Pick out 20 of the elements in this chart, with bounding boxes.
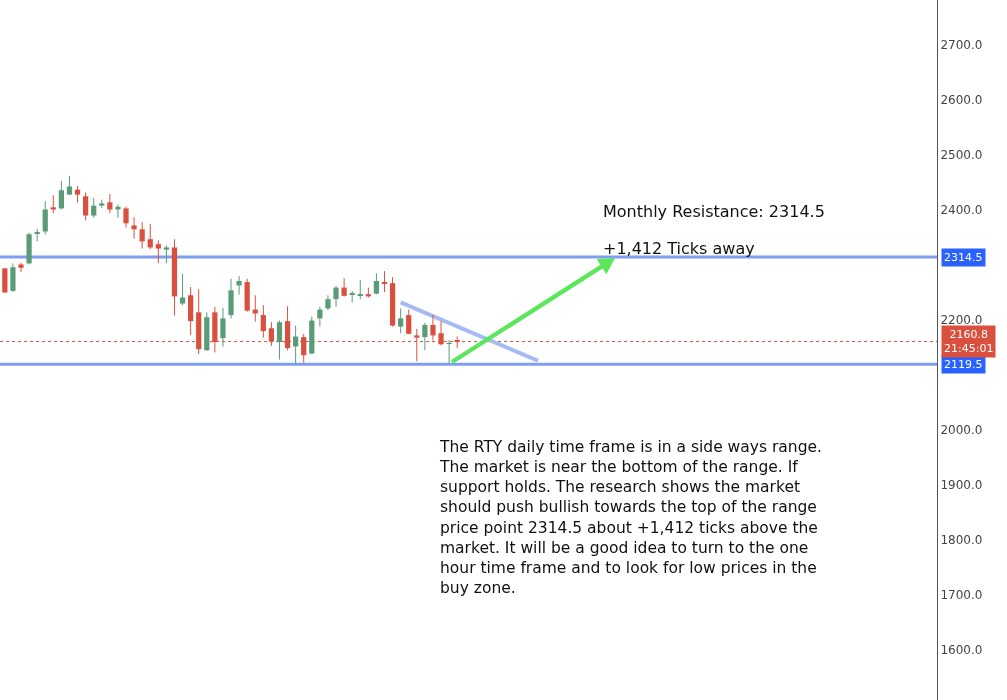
- y-tick-label: 2700.0: [940, 38, 983, 53]
- ref-line-label: 2119.5: [944, 358, 983, 371]
- ref-line-label: 2160.8 21:45:01: [944, 328, 994, 356]
- y-tick-label: 2200.0: [940, 313, 983, 328]
- candlestick: [163, 244, 170, 264]
- y-tick-label: 2400.0: [940, 203, 983, 218]
- candlestick: [99, 199, 105, 209]
- candlestick: [18, 262, 24, 273]
- y-tick-label: 1700.0: [940, 588, 983, 603]
- y-tick-label: 1800.0: [940, 533, 983, 548]
- y-tick-label: 2500.0: [940, 148, 983, 163]
- y-tick-label: 1600.0: [940, 643, 983, 658]
- y-tick-label: 2000.0: [940, 423, 983, 438]
- annotation: +1,412 Ticks away: [603, 239, 755, 258]
- ref-line-label: 2314.5: [944, 251, 983, 264]
- candlestick: [50, 194, 56, 214]
- y-tick-label: 1900.0: [940, 478, 983, 493]
- annotation: The RTY daily time frame is in a side ways range. The market is near the bottom of the range. If support holds. The research shows the market should push bullish towards the top of the range price point 2314.5 about +1,412 ticks above the market. It will be a good idea to turn to the one hour time frame and to look for low prices in the buy zone.: [439, 438, 822, 598]
- annotation: Monthly Resistance: 2314.5: [603, 202, 825, 221]
- y-tick-label: 2600.0: [940, 93, 983, 108]
